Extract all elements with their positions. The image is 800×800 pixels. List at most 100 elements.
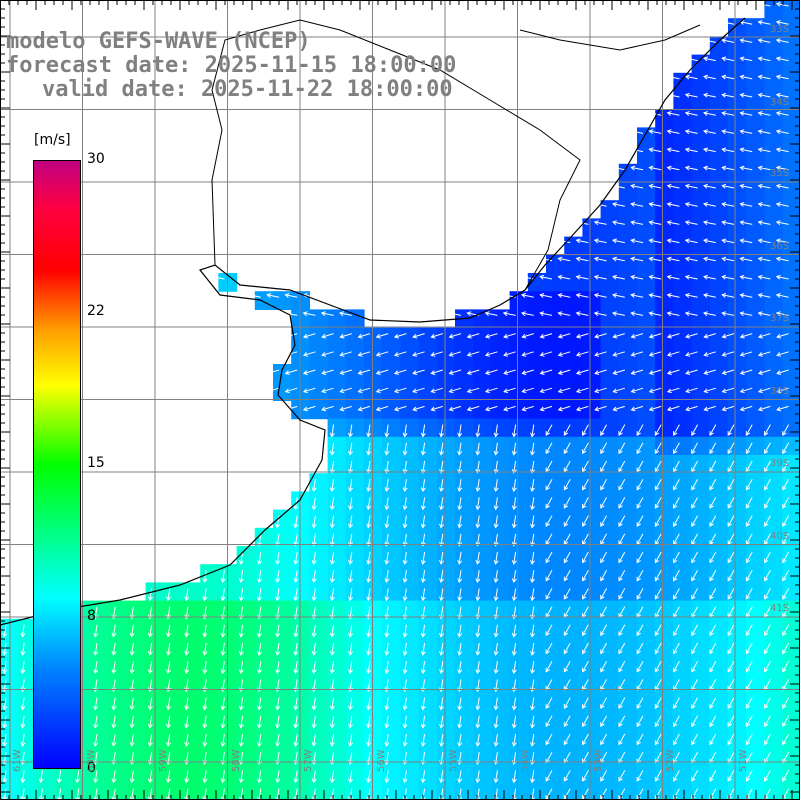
wind-speed-cell [364,728,383,747]
wind-arrow [258,533,262,546]
wind-arrow [404,424,407,437]
wind-arrow [563,751,571,763]
wind-arrowhead [439,614,444,620]
wind-arrow [636,697,644,709]
wind-speed-cell [527,455,547,474]
wind-arrow [276,770,280,783]
wind-arrowhead [357,388,363,394]
wind-speed-cell [473,382,492,401]
wind-arrow [545,679,553,691]
wind-speed-cell [345,691,365,711]
wind-arrowhead [648,388,654,394]
wind-arrow [722,312,735,316]
wind-speed-cell [764,564,784,583]
wind-arrow [331,515,335,528]
wind-speed-cell [345,728,365,747]
wind-speed-cell [673,382,693,401]
wind-arrow [449,405,462,411]
wind-speed-cell [291,637,310,656]
wind-arrowhead [420,705,426,711]
wind-arrowhead [691,649,696,655]
wind-arrow [476,515,480,528]
wind-arrow [776,294,789,298]
wind-arrow [94,770,98,783]
wind-arrow [149,733,153,746]
wind-arrowhead [466,406,472,412]
wind-arrowhead [329,578,335,584]
wind-arrow [691,460,699,472]
wind-arrowhead [348,596,353,602]
wind-arrow [722,387,735,393]
wind-arrow [631,130,644,134]
wind-arrowhead [709,576,714,582]
wind-arrow [94,788,98,800]
wind-arrow [704,387,716,393]
wind-speed-cell [637,418,656,438]
wind-arrow [576,294,589,298]
wind-arrowhead [709,667,714,673]
wind-speed-cell [764,764,784,784]
wind-speed-cell [618,546,638,565]
wind-arrowhead [475,469,481,474]
wind-speed-cell [637,764,656,784]
wind-speed-cell [764,455,784,474]
wind-arrowhead [147,778,153,784]
wind-arrowhead [539,333,545,339]
wind-arrow [764,588,771,600]
wind-arrowhead [685,388,691,394]
wind-arrow [94,661,98,674]
wind-arrowhead [339,388,345,394]
wind-arrowhead [211,274,217,280]
wind-speed-cell [564,564,583,583]
wind-arrow [636,497,644,509]
wind-arrow [349,497,353,510]
wind-arrowhead [739,406,745,412]
wind-arrow [522,351,534,356]
wind-arrowhead [166,778,171,784]
wind-arrow [531,661,535,674]
wind-arrow [331,624,335,637]
wind-arrow [649,112,662,116]
wind-speed-cell [254,709,274,729]
wind-arrowhead [257,578,262,584]
wind-arrowhead [339,352,345,357]
wind-arrow [740,239,753,244]
wind-arrow [740,112,753,116]
wind-arrow [422,442,426,455]
wind-arrow [685,369,698,374]
wind-speed-cell [782,182,800,201]
wind-arrowhead [673,449,678,455]
wind-arrowhead [673,485,678,491]
wind-arrow [576,333,589,338]
wind-arrowhead [776,370,782,375]
wind-arrowhead [384,541,390,547]
wind-arrowhead [684,56,690,62]
wind-speed-cell [309,546,329,565]
wind-arrow [458,624,462,637]
wind-arrowhead [202,614,208,620]
wind-arrow [709,497,717,509]
wind-arrowhead [20,723,26,729]
wind-arrowhead [636,722,641,728]
wind-arrowhead [593,238,599,244]
wind-arrowhead [757,406,763,412]
wind-arrow [582,588,589,600]
wind-speed-cell [473,764,492,784]
wind-speed-cell [200,582,219,602]
wind-speed-cell [455,400,474,420]
wind-arrowhead [111,796,117,800]
wind-arrowhead [147,651,153,656]
wind-arrowhead [302,388,308,394]
wind-arrowhead [293,596,299,602]
wind-arrowhead [666,256,672,262]
wind-arrowhead [764,558,769,564]
wind-arrow [691,606,699,618]
wind-arrowhead [375,333,381,339]
wind-arrowhead [220,705,226,711]
wind-speed-cell [618,728,638,747]
wind-arrow [764,679,771,691]
wind-arrow [764,569,771,581]
wind-speed-cell [709,418,729,438]
wind-arrowhead [147,614,153,620]
wind-arrow [636,588,644,600]
